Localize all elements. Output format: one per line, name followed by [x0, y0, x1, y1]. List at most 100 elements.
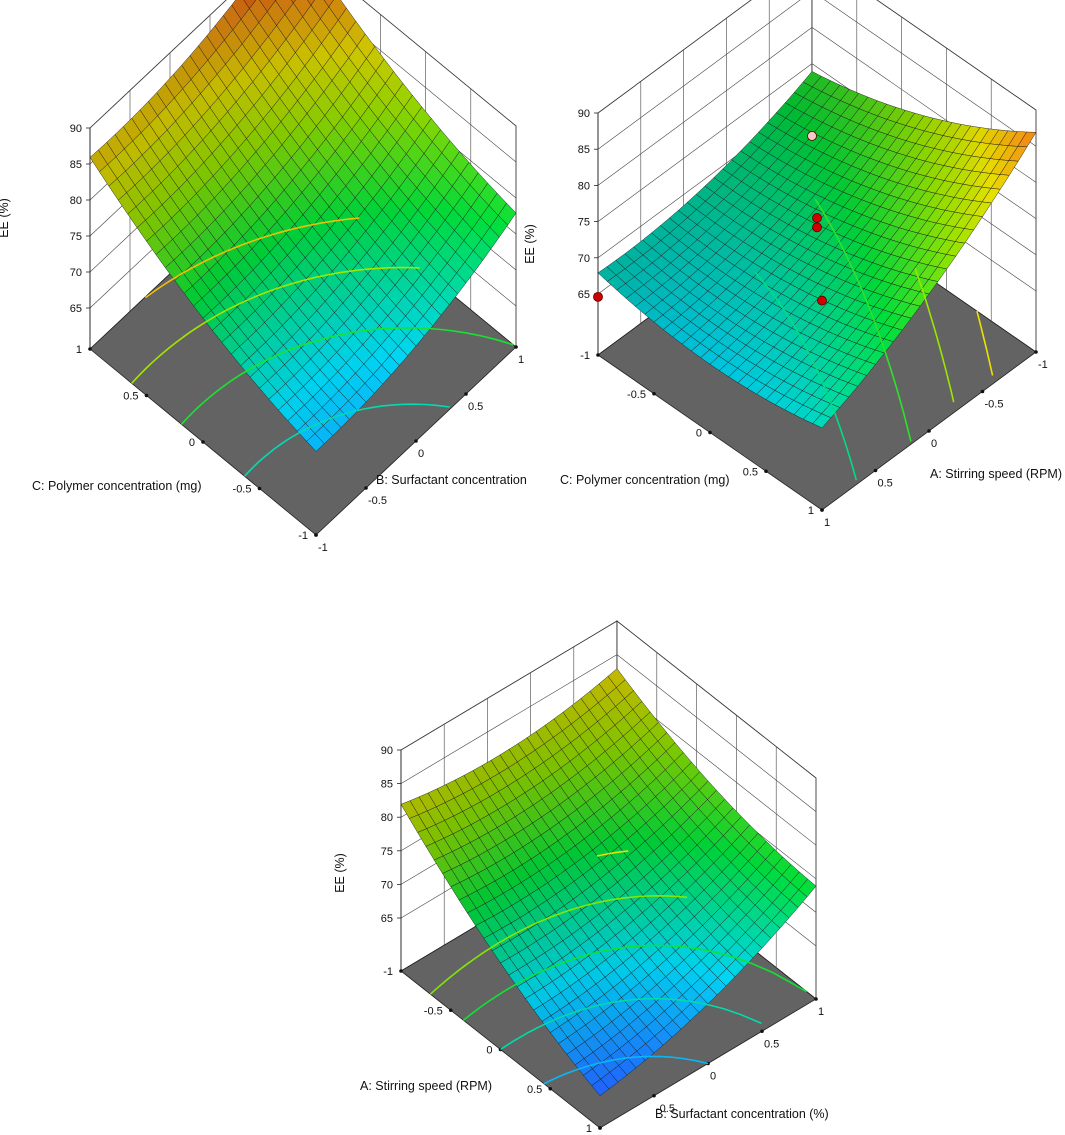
right-axis-tick-label: 1 [518, 354, 524, 366]
z-tick-label: 80 [578, 180, 590, 192]
right-axis-tick-mark [652, 1093, 656, 1098]
right-axis-tick-mark [980, 389, 985, 394]
right-axis-tick-label: 0.5 [878, 478, 893, 490]
z-axis-title: EE (%) [523, 224, 537, 264]
z-tick-label: 90 [578, 108, 590, 120]
left-axis-tick-label: 0 [486, 1045, 492, 1057]
right-axis-tick-label: 1 [818, 1006, 824, 1018]
floor-contour-line [429, 894, 688, 995]
floor-contour-line [596, 850, 629, 857]
floor-contour-line [814, 198, 912, 442]
z-tick-label: 85 [578, 144, 590, 156]
response-surface [597, 71, 1037, 429]
floor-contour-line [131, 266, 420, 384]
right-axis-tick-mark [873, 468, 878, 473]
left-axis-tick-label: 1 [808, 505, 814, 517]
z-axis-title: EE (%) [0, 198, 11, 238]
right-axis-tick-label: 0.5 [468, 401, 483, 413]
z-tick-label: 75 [578, 217, 590, 229]
right-axis-tick-label: -0.5 [985, 399, 1004, 411]
left-axis-tick-mark [88, 347, 92, 351]
right-axis-tick-label: 0 [931, 438, 937, 450]
left-axis-tick-mark [201, 440, 205, 444]
left-axis-tick-mark [708, 430, 712, 435]
floor-contour-line [754, 271, 858, 481]
z-tick-label: 80 [70, 195, 82, 207]
right-axis-tick-label: 0.5 [764, 1038, 779, 1050]
left-axis-tick-mark [764, 469, 768, 474]
right-axis-tick-mark [364, 486, 368, 490]
left-axis-tick-label: 0.5 [527, 1084, 542, 1096]
right-axis-tick-label: 0 [710, 1071, 716, 1083]
left-axis-tick-label: -0.5 [424, 1005, 443, 1017]
z-tick-label: 75 [381, 846, 393, 858]
z-gridline [400, 620, 817, 779]
right-axis-tick-label: -0.5 [368, 495, 387, 507]
right-axis-tick-mark [514, 345, 518, 349]
left-axis-tick-mark [257, 486, 262, 491]
z-gridline [89, 0, 517, 129]
right-axis-tick-label: 0 [418, 448, 424, 460]
right-axis-tick-mark [814, 997, 818, 1001]
left-axis-tick-label: -0.5 [627, 389, 646, 401]
left-axis-title: C: Polymer concentration (mg) [560, 473, 730, 487]
left-axis-title: A: Stirring speed (RPM) [360, 1079, 492, 1093]
right-axis-tick-mark [464, 392, 468, 396]
right-axis-title: B: Surfactant concentration (%) [655, 1107, 829, 1121]
design-point-marker [807, 131, 817, 141]
z-axis-title: EE (%) [333, 853, 347, 893]
right-axis-title: B: Surfactant concentration [376, 473, 527, 487]
left-axis-tick-mark [652, 391, 656, 396]
z-tick-label: 65 [381, 913, 393, 925]
z-tick-label: 80 [381, 812, 393, 824]
surface-plot-1: 65 70 75 80 85 90 EE (%) 1 0.5 0 -0.5 -1 -1 -0.5 0 0.5 1… [0, 0, 527, 554]
surface-facet [306, 433, 325, 452]
right-axis-tick-label: -1 [1038, 359, 1048, 371]
response-surface [400, 668, 817, 1097]
z-tick-label: 65 [578, 289, 590, 301]
floor-contour-line [500, 997, 762, 1051]
left-axis-tick-label: 0.5 [743, 466, 758, 478]
left-axis-tick-label: 0 [696, 428, 702, 440]
z-gridline [400, 654, 817, 812]
right-axis-title: A: Stirring speed (RPM) [930, 467, 1062, 481]
left-axis-tick-mark [448, 1008, 453, 1013]
right-axis-tick-mark [1034, 350, 1038, 354]
left-axis-tick-label: -0.5 [233, 484, 252, 496]
right-axis-tick-mark [820, 508, 824, 512]
design-point-marker [812, 213, 822, 223]
right-axis-tick-mark [598, 1126, 602, 1130]
right-axis-tick-label: 1 [824, 517, 830, 529]
z-tick-label: 90 [381, 745, 393, 757]
z-tick-label: 75 [70, 231, 82, 243]
left-axis-tick-label: 0 [189, 437, 195, 449]
left-axis-tick-mark [144, 393, 149, 398]
design-point-marker [812, 222, 822, 233]
left-axis-tick-label: 1 [76, 344, 82, 356]
left-axis-tick-label: -1 [298, 530, 308, 542]
floor-contour-line [244, 403, 450, 477]
right-axis-tick-mark [927, 429, 931, 433]
left-axis-tick-label: -1 [383, 966, 393, 978]
design-point-marker [593, 291, 603, 302]
right-axis-tick-label: -1 [318, 542, 328, 554]
z-tick-label: 70 [381, 879, 393, 891]
left-axis-tick-mark [399, 969, 403, 973]
right-axis-tick-mark [314, 533, 318, 537]
surface-facet [591, 1078, 610, 1097]
response-surface [89, 0, 517, 452]
left-axis-tick-mark [596, 353, 600, 357]
left-axis-tick-label: 1 [586, 1123, 592, 1135]
z-gridline [597, 0, 1037, 150]
z-tick-label: 70 [70, 267, 82, 279]
surface-plot-2: 65 70 75 80 85 90 EE (%) -1 -0.5 0 0.5 11 0.5 0 -0.5 -1… [523, 0, 1062, 529]
floor-contour-line [144, 217, 360, 299]
z-tick-label: 85 [70, 159, 82, 171]
surface-facet [812, 413, 832, 429]
z-gridline [597, 0, 1037, 114]
floor-contour-line [976, 310, 994, 376]
left-axis-tick-label: 0.5 [123, 391, 138, 403]
z-tick-label: 90 [70, 123, 82, 135]
